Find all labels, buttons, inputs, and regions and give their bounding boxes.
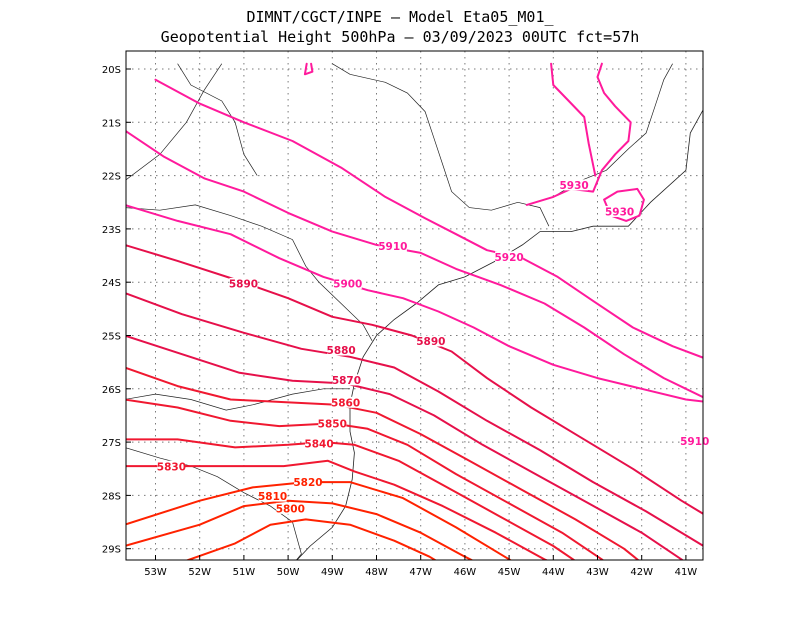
contour-label-5820: 5820 — [293, 477, 322, 489]
lat-tick-label: 26S — [102, 385, 121, 396]
contour-label-background — [416, 335, 445, 347]
lat-tick-label: 24S — [102, 278, 121, 289]
lat-tick-label: 27S — [102, 438, 121, 449]
contour-label-background — [157, 460, 186, 472]
contour-line-5910 — [126, 130, 703, 399]
lon-tick-label: 42W — [630, 567, 653, 578]
contour-label-5930: 5930 — [559, 180, 588, 192]
contour-label-background — [229, 277, 258, 289]
state-border — [332, 63, 550, 227]
geopotential-contours — [126, 62, 709, 560]
lon-tick-label: 50W — [277, 567, 300, 578]
contour-label-background — [605, 205, 634, 217]
lon-tick-label: 49W — [321, 567, 344, 578]
plot-frame — [125, 50, 704, 561]
contour-line-5830 — [126, 459, 549, 560]
contour-label-background — [276, 502, 305, 514]
contour-line-5900 — [126, 204, 703, 403]
contour-line-5820 — [126, 481, 513, 560]
contour-label-5810: 5810 — [258, 491, 287, 503]
lat-lon-gridlines — [126, 51, 703, 560]
state-border — [126, 63, 223, 181]
lat-tick-label: 29S — [102, 545, 121, 556]
contour-label-5880: 5880 — [327, 345, 356, 357]
coastline-and-borders — [126, 63, 703, 560]
state-border — [126, 388, 350, 411]
lat-tick-label: 22S — [102, 172, 121, 183]
contour-label-background — [560, 179, 589, 191]
contour-label-5890: 5890 — [416, 336, 445, 348]
lon-tick-label: 52W — [188, 567, 211, 578]
contour-label-background — [680, 435, 709, 447]
contour-label-5910: 5910 — [680, 436, 709, 448]
contour-line-5890 — [126, 244, 703, 515]
contour-label-background — [333, 277, 362, 289]
contour-label-5870: 5870 — [332, 375, 361, 387]
contour-label-background — [331, 396, 360, 408]
contour-line-5810 — [126, 499, 474, 560]
lat-tick-label: 28S — [102, 491, 121, 502]
axis-ticks: 53W 52W 51W 50W 49W 48W 47W 46W 45W 44W 43W 42W 41W 2… — [102, 65, 697, 578]
contour-label-background — [293, 476, 322, 488]
contour-label-background — [495, 251, 524, 263]
lon-tick-label: 48W — [365, 567, 388, 578]
contour-label-background — [318, 418, 347, 430]
lon-tick-label: 44W — [542, 567, 565, 578]
contour-label-5890: 5890 — [229, 278, 258, 290]
contour-line-5860 — [126, 366, 640, 560]
contour-line-5930 — [707, 77, 709, 93]
contour-label-background — [327, 344, 356, 356]
contour-label-5840: 5840 — [304, 438, 333, 450]
contour-label-background — [305, 437, 334, 449]
contour-label-5920: 5920 — [494, 252, 523, 264]
lon-tick-label: 43W — [586, 567, 609, 578]
contour-label-5910: 5910 — [378, 241, 407, 253]
lat-tick-label: 20S — [102, 65, 121, 76]
lon-tick-label: 45W — [498, 567, 521, 578]
state-border — [553, 63, 673, 198]
atlantic-coastline — [296, 109, 703, 560]
contour-line-5930 — [303, 62, 314, 76]
contour-label-background — [258, 490, 287, 502]
contour-line-5800 — [185, 518, 437, 560]
lat-tick-label: 23S — [102, 225, 121, 236]
contour-line-5880 — [126, 292, 703, 547]
lon-tick-label: 53W — [144, 567, 167, 578]
contour-label-background — [332, 374, 361, 386]
figure-title-line2: Geopotential Height 500hPa – 03/09/2023 … — [161, 28, 640, 46]
lat-tick-label: 21S — [102, 118, 121, 129]
lon-tick-label: 51W — [233, 567, 256, 578]
contour-line-5850 — [126, 398, 605, 560]
contour-label-5930: 5930 — [605, 206, 634, 218]
contour-label-5830: 5830 — [157, 461, 186, 473]
contour-label-5800: 5800 — [276, 503, 305, 515]
lon-tick-label: 47W — [409, 567, 432, 578]
contour-line-5840 — [126, 438, 576, 560]
lat-tick-label: 25S — [102, 332, 121, 343]
lon-tick-label: 46W — [454, 567, 477, 578]
contour-label-5850: 5850 — [318, 419, 347, 431]
contour-label-5900: 5900 — [333, 278, 362, 290]
state-border — [126, 204, 373, 341]
contour-label-5860: 5860 — [331, 397, 360, 409]
contour-line-5870 — [126, 334, 684, 560]
state-border — [177, 63, 258, 176]
lon-tick-label: 41W — [675, 567, 698, 578]
contour-label-background — [378, 240, 407, 252]
contour-line-5920 — [154, 78, 703, 359]
contour-line-5930 — [550, 62, 597, 177]
figure-title-line1: DIMNT/CGCT/INPE – Model Eta05_M01_ — [246, 8, 554, 26]
